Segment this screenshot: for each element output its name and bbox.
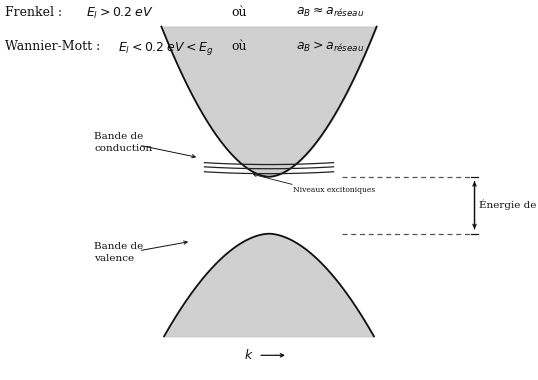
Text: Énergie de gap: Énergie de gap [479, 200, 538, 211]
Text: Niveaux excitoniques: Niveaux excitoniques [293, 186, 376, 194]
Text: où: où [231, 40, 247, 53]
Text: $a_B > a_{réseau}$: $a_B > a_{réseau}$ [296, 40, 364, 54]
Text: Wannier-Mott :: Wannier-Mott : [5, 40, 101, 53]
Text: $k$: $k$ [244, 348, 254, 362]
Text: où: où [231, 6, 247, 19]
Text: Bande de
conduction: Bande de conduction [94, 132, 152, 153]
Text: $E_l < 0.2\;eV < E_g$: $E_l < 0.2\;eV < E_g$ [118, 40, 214, 57]
Text: Frenkel :: Frenkel : [5, 6, 62, 19]
Text: Bande de
valence: Bande de valence [94, 242, 144, 263]
Text: $E_l > 0.2\;eV$: $E_l > 0.2\;eV$ [86, 6, 154, 21]
Text: $a_B \approx a_{réseau}$: $a_B \approx a_{réseau}$ [296, 6, 364, 19]
